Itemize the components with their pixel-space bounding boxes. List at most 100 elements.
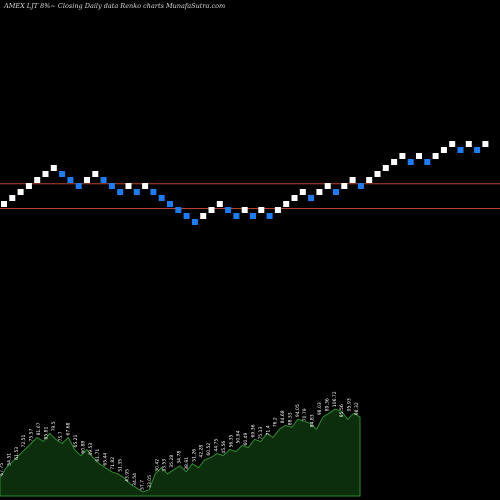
renko-brick-down bbox=[457, 147, 464, 153]
renko-brick-up bbox=[25, 183, 32, 189]
volume-label: 69.36 bbox=[251, 424, 257, 437]
chart-title: AMEX LJT 8%~ Closing Daily data Renko ch… bbox=[4, 2, 226, 10]
volume-label: 70.79 bbox=[302, 408, 308, 421]
volume-label: 61.53 bbox=[14, 447, 20, 460]
renko-brick-up bbox=[299, 189, 306, 195]
volume-label: 84.68 bbox=[280, 410, 286, 423]
volume-label: 33.53 bbox=[162, 459, 168, 472]
renko-brick-up bbox=[216, 201, 223, 207]
renko-brick-up bbox=[432, 153, 439, 159]
volume-label: 71.4 bbox=[265, 425, 271, 435]
renko-brick-down bbox=[333, 189, 339, 195]
volume-label: 60.52 bbox=[206, 443, 212, 456]
renko-brick-up bbox=[283, 201, 290, 207]
renko-brick-up bbox=[9, 195, 16, 201]
renko-brick-up bbox=[416, 153, 422, 159]
volume-label: 44.75 bbox=[213, 439, 219, 452]
renko-brick-up bbox=[399, 153, 406, 159]
renko-brick-up bbox=[84, 177, 90, 183]
renko-brick-up bbox=[440, 147, 447, 153]
volume-label: 61.71 bbox=[95, 449, 101, 462]
volume-label: 51.26 bbox=[191, 449, 197, 462]
renko-brick-up bbox=[274, 207, 281, 213]
renko-brick-up bbox=[92, 171, 99, 177]
volume-label: 42.28 bbox=[199, 445, 205, 458]
renko-brick-up bbox=[324, 183, 331, 189]
renko-brick-up bbox=[50, 165, 57, 171]
volume-area bbox=[0, 408, 361, 497]
renko-brick-down bbox=[225, 207, 232, 213]
renko-brick-down bbox=[75, 183, 82, 189]
renko-brick-down bbox=[357, 183, 364, 189]
renko-brick-down bbox=[407, 159, 414, 165]
volume-label: 50.94 bbox=[236, 431, 242, 444]
volume-label: 56.35 bbox=[228, 435, 234, 448]
volume-label: 51.35 bbox=[117, 459, 123, 472]
renko-brick-down bbox=[167, 201, 173, 207]
renko-brick-down bbox=[117, 189, 124, 195]
volume-label: 81.07 bbox=[36, 422, 42, 435]
renko-brick-up bbox=[449, 141, 456, 147]
renko-brick-down bbox=[158, 195, 165, 201]
volume-label: 33.05 bbox=[147, 475, 153, 488]
renko-brick-down bbox=[308, 195, 315, 201]
renko-brick-up bbox=[17, 189, 24, 195]
renko-brick-up bbox=[200, 213, 207, 219]
volume-label: 85.81 bbox=[43, 427, 49, 440]
renko-brick-down bbox=[108, 183, 115, 189]
volume-label: 85.56 bbox=[339, 404, 345, 417]
volume-label: 57.7 bbox=[139, 480, 145, 490]
volume-label: 65.44 bbox=[103, 453, 109, 466]
renko-brick-up bbox=[316, 189, 323, 195]
renko-brick-up bbox=[366, 177, 373, 183]
renko-brick-down bbox=[175, 207, 182, 213]
volume-label: 43.95 bbox=[125, 469, 131, 482]
volume-label: 54.51 bbox=[6, 453, 12, 466]
volume-label: 75.57 bbox=[29, 428, 35, 441]
volume-label: 35.28 bbox=[169, 455, 175, 468]
renko-brick-down bbox=[250, 213, 256, 219]
volume-label: 65.21 bbox=[73, 435, 79, 448]
renko-brick-up bbox=[142, 183, 149, 189]
renko-brick-up bbox=[382, 165, 389, 171]
renko-brick-up bbox=[391, 159, 398, 165]
renko-brick-up bbox=[482, 141, 489, 147]
renko-brick-up bbox=[341, 183, 348, 189]
volume-label: 98.03 bbox=[317, 402, 323, 415]
volume-label: 45.56 bbox=[221, 441, 227, 454]
volume-label: 75.7 bbox=[58, 431, 64, 441]
renko-brick-down bbox=[100, 177, 107, 183]
volume-label: 67.75 bbox=[0, 463, 5, 476]
volume-label: 79.5 bbox=[51, 421, 57, 431]
volume-label: 98.32 bbox=[354, 402, 360, 415]
renko-brick-up bbox=[42, 171, 49, 177]
renko-brick-up bbox=[241, 207, 248, 213]
volume-label: 30.42 bbox=[154, 459, 160, 472]
renko-brick-down bbox=[233, 213, 240, 219]
renko-brick-up bbox=[258, 207, 265, 213]
volume-label: 71.82 bbox=[110, 457, 116, 470]
volume-label: 72.51 bbox=[21, 434, 27, 447]
renko-brick-up bbox=[34, 177, 41, 183]
renko-brick-up bbox=[208, 207, 215, 213]
renko-brick-down bbox=[150, 189, 157, 195]
volume-label: 76.2 bbox=[273, 417, 279, 427]
renko-brick-up bbox=[291, 195, 298, 201]
volume-label: 106.72 bbox=[332, 391, 338, 407]
volume-label: 49.53 bbox=[88, 443, 94, 456]
renko-brick-down bbox=[67, 177, 74, 183]
volume-label: 38.91 bbox=[184, 457, 190, 470]
volume-label: 60.88 bbox=[80, 441, 86, 454]
renko-brick-down bbox=[183, 213, 190, 219]
renko-brick-down bbox=[424, 159, 431, 165]
volume-label: 60.49 bbox=[243, 433, 249, 446]
renko-brick-down bbox=[191, 219, 198, 225]
volume-label: 89.36 bbox=[324, 398, 330, 411]
volume-label: 95.93 bbox=[347, 398, 353, 411]
renko-brick-up bbox=[1, 201, 7, 207]
volume-label: 34.78 bbox=[177, 451, 183, 464]
volume-label: 84.83 bbox=[310, 414, 316, 427]
volume-label: 34.54 bbox=[132, 473, 138, 486]
